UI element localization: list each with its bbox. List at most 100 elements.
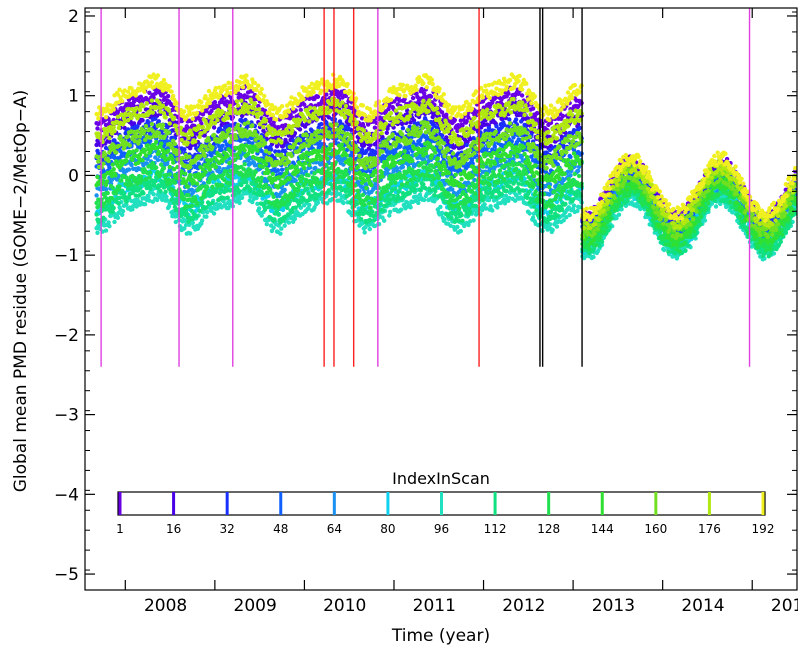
data-point	[165, 93, 171, 99]
data-point	[444, 112, 449, 118]
data-point	[452, 117, 457, 123]
data-point	[103, 228, 109, 233]
data-point	[386, 107, 391, 112]
data-point	[464, 142, 469, 148]
data-point	[131, 121, 137, 126]
data-point	[519, 119, 524, 124]
data-point	[414, 91, 419, 96]
data-point	[268, 147, 274, 152]
data-point	[535, 110, 540, 116]
data-point	[368, 142, 373, 147]
data-point	[95, 230, 100, 235]
data-point	[324, 92, 329, 97]
data-point	[384, 149, 389, 154]
data-point	[165, 125, 170, 130]
data-point	[359, 147, 365, 152]
data-point	[279, 167, 285, 172]
data-point	[417, 96, 423, 101]
data-point	[513, 117, 519, 122]
data-point	[577, 125, 583, 131]
data-point	[131, 102, 136, 108]
data-point	[220, 143, 225, 148]
data-point	[115, 215, 121, 220]
data-point	[519, 112, 524, 118]
data-point	[434, 125, 440, 130]
data-point	[115, 109, 121, 115]
data-point	[533, 117, 538, 122]
data-point	[120, 209, 126, 214]
data-point	[274, 144, 280, 149]
data-point	[400, 164, 406, 170]
data-point	[187, 169, 192, 174]
data-point	[456, 151, 461, 156]
data-point	[107, 224, 112, 229]
data-point	[506, 91, 511, 96]
data-point	[547, 147, 553, 152]
data-point	[112, 219, 117, 225]
data-point	[468, 136, 473, 142]
data-point	[410, 95, 416, 101]
data-point	[319, 121, 324, 127]
data-point	[283, 137, 288, 143]
data-point	[298, 107, 303, 113]
data-point	[359, 116, 365, 121]
data-point	[568, 173, 573, 178]
data-point	[405, 150, 411, 155]
data-point	[246, 140, 252, 145]
data-point	[326, 115, 332, 120]
data-point	[129, 162, 134, 168]
data-point	[147, 90, 152, 96]
data-point	[283, 123, 288, 128]
data-point	[530, 106, 536, 111]
data-point	[382, 154, 387, 159]
data-point	[292, 131, 298, 136]
data-point	[364, 148, 369, 154]
data-point	[211, 125, 217, 130]
data-point	[202, 133, 207, 138]
data-point	[439, 133, 445, 138]
data-point	[276, 125, 281, 130]
data-point	[155, 157, 161, 163]
data-point	[238, 138, 243, 143]
data-point	[112, 138, 117, 143]
data-layer	[94, 72, 798, 262]
data-point	[153, 116, 158, 121]
data-point	[516, 91, 521, 97]
data-point	[559, 134, 565, 140]
data-point	[576, 122, 581, 127]
data-point	[408, 120, 413, 125]
data-point	[275, 168, 281, 173]
data-point	[466, 115, 471, 120]
data-point	[431, 112, 436, 117]
data-point	[103, 145, 109, 151]
data-point	[297, 127, 303, 132]
data-point	[138, 94, 144, 100]
data-point	[368, 169, 373, 174]
data-point	[217, 144, 222, 149]
data-point	[507, 117, 512, 122]
data-point	[444, 135, 449, 140]
data-point	[576, 168, 581, 173]
data-point	[212, 100, 218, 105]
data-point	[464, 119, 469, 124]
data-point	[302, 102, 307, 107]
data-point	[209, 108, 214, 114]
data-point	[460, 123, 465, 128]
data-point	[282, 187, 287, 192]
data-point	[156, 119, 161, 124]
data-point	[346, 126, 351, 131]
data-point	[387, 103, 392, 109]
data-point	[182, 147, 187, 152]
data-point	[398, 144, 403, 149]
data-point	[272, 155, 277, 161]
data-point	[519, 93, 525, 98]
data-point	[107, 165, 112, 170]
data-point	[122, 125, 127, 131]
data-point	[492, 144, 497, 149]
data-point	[126, 167, 132, 172]
data-point	[502, 122, 507, 128]
data-point	[142, 202, 148, 207]
data-point	[372, 125, 378, 130]
data-point	[384, 130, 389, 135]
